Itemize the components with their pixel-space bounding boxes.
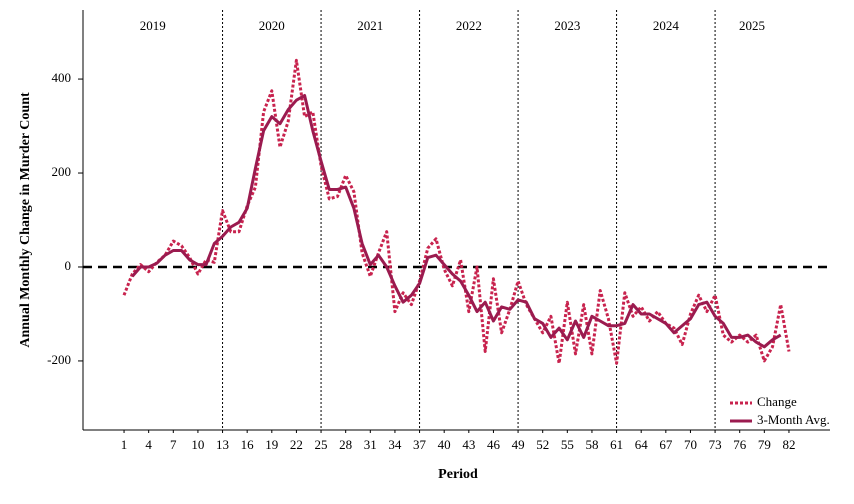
y-tick-label: 0 xyxy=(65,258,72,273)
x-tick-label: 31 xyxy=(364,437,377,452)
x-tick-label: 43 xyxy=(462,437,475,452)
x-tick-label: 79 xyxy=(758,437,771,452)
legend-label: 3-Month Avg. xyxy=(757,412,830,427)
series-line xyxy=(131,94,782,349)
y-tick-label: 400 xyxy=(52,70,72,85)
x-tick-label: 64 xyxy=(635,437,649,452)
x-tick-label: 61 xyxy=(610,437,623,452)
year-label: 2023 xyxy=(554,18,580,33)
x-tick-label: 1 xyxy=(121,437,128,452)
x-tick-label: 76 xyxy=(733,437,747,452)
x-tick-label: 22 xyxy=(290,437,303,452)
x-tick-label: 58 xyxy=(585,437,598,452)
x-tick-label: 13 xyxy=(216,437,229,452)
year-label: 2024 xyxy=(653,18,680,33)
x-tick-label: 34 xyxy=(388,437,402,452)
year-label: 2022 xyxy=(456,18,482,33)
x-tick-label: 46 xyxy=(487,437,501,452)
x-tick-label: 28 xyxy=(339,437,352,452)
x-tick-label: 19 xyxy=(265,437,278,452)
x-tick-label: 25 xyxy=(315,437,328,452)
legend-label: Change xyxy=(757,394,797,409)
x-tick-label: 10 xyxy=(191,437,204,452)
x-tick-label: 73 xyxy=(709,437,722,452)
y-tick-label: -200 xyxy=(47,352,71,367)
y-axis-title: Annual Monthly Change in Murder Count xyxy=(18,92,33,348)
x-tick-label: 49 xyxy=(512,437,525,452)
year-label: 2020 xyxy=(259,18,285,33)
series-line xyxy=(122,58,791,365)
x-tick-label: 52 xyxy=(536,437,549,452)
x-tick-label: 70 xyxy=(684,437,697,452)
year-label: 2025 xyxy=(739,18,765,33)
x-tick-label: 82 xyxy=(782,437,795,452)
year-label: 2021 xyxy=(357,18,383,33)
x-tick-label: 4 xyxy=(145,437,152,452)
x-tick-label: 55 xyxy=(561,437,574,452)
x-axis-title: Period xyxy=(438,467,478,482)
x-tick-label: 7 xyxy=(170,437,177,452)
x-tick-label: 67 xyxy=(659,437,673,452)
y-tick-label: 200 xyxy=(52,164,72,179)
x-tick-label: 37 xyxy=(413,437,427,452)
x-tick-label: 40 xyxy=(438,437,451,452)
x-tick-label: 16 xyxy=(241,437,255,452)
year-label: 2019 xyxy=(140,18,166,33)
